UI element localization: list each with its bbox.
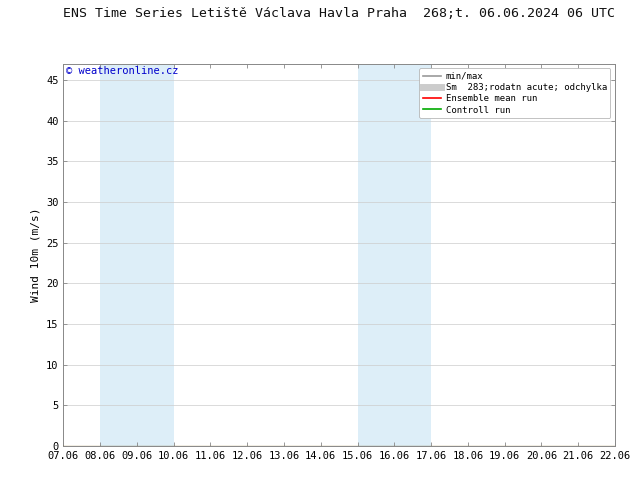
Text: © weatheronline.cz: © weatheronline.cz [66, 66, 179, 75]
Text: 268;t. 06.06.2024 06 UTC: 268;t. 06.06.2024 06 UTC [423, 7, 615, 21]
Bar [100, 64, 174, 446]
Text: ENS Time Series Letiště Václava Havla Praha: ENS Time Series Letiště Václava Havla Pr… [63, 7, 408, 21]
Legend: min/max, Sm  283;rodatn acute; odchylka, Ensemble mean run, Controll run: min/max, Sm 283;rodatn acute; odchylka, … [420, 68, 611, 118]
Y-axis label: Wind 10m (m/s): Wind 10m (m/s) [30, 208, 41, 302]
Bar [358, 64, 431, 446]
